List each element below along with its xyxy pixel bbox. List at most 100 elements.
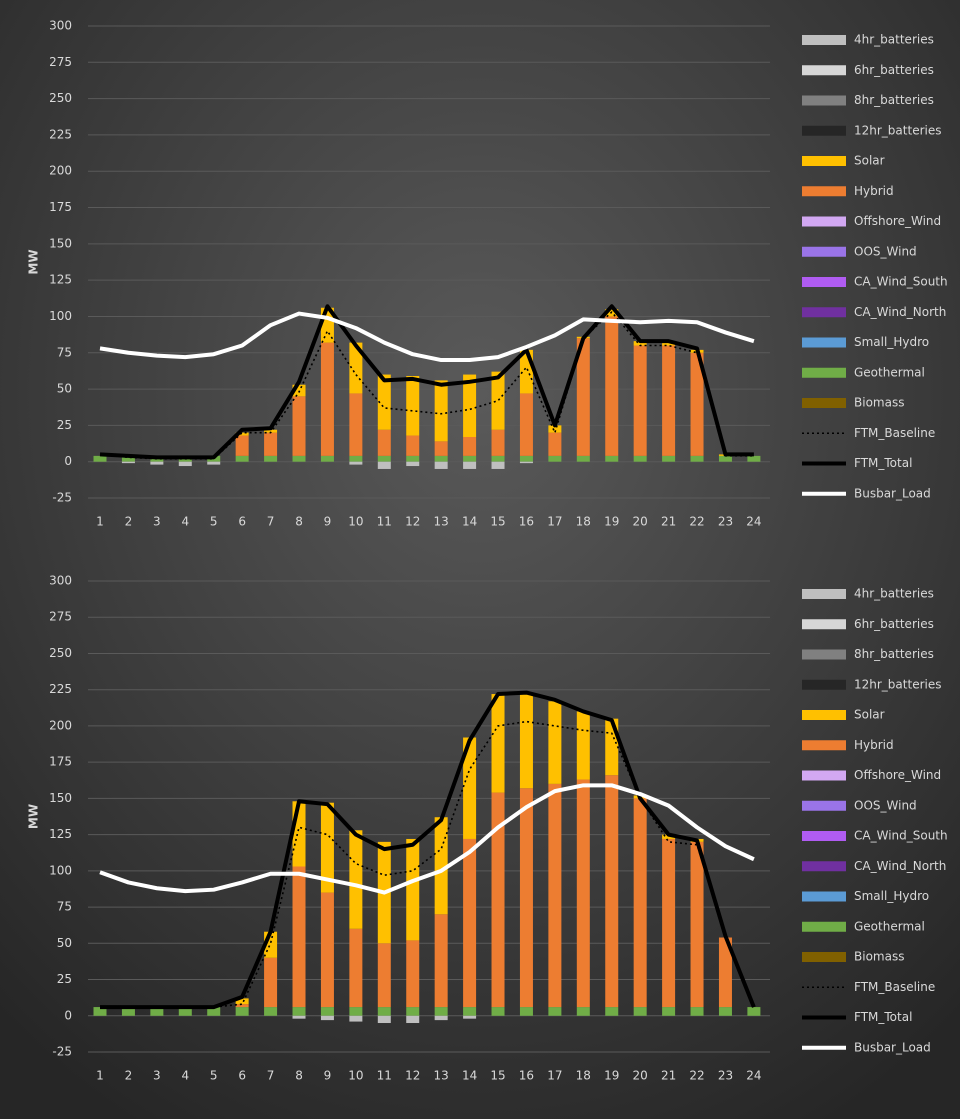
x-tick-label: 3 <box>153 1069 161 1083</box>
x-tick-label: 7 <box>267 1069 275 1083</box>
bar <box>207 1007 221 1016</box>
x-tick-label: 8 <box>295 515 303 529</box>
bar <box>320 802 334 893</box>
legend-label: 8hr_batteries <box>854 93 934 107</box>
x-tick-label: 5 <box>210 515 218 529</box>
bar <box>434 441 448 456</box>
bar <box>576 338 590 456</box>
legend-label: Offshore_Wind <box>854 214 941 228</box>
bar <box>320 1015 334 1021</box>
x-tick-label: 2 <box>125 515 133 529</box>
legend-label: Biomass <box>854 950 904 964</box>
x-tick-label: 14 <box>462 1069 477 1083</box>
y-axis-label: MW <box>27 249 41 274</box>
bar <box>406 1007 420 1016</box>
bar <box>349 1007 363 1016</box>
bar <box>690 841 704 1008</box>
bar <box>548 701 562 784</box>
bar <box>718 455 732 462</box>
x-tick-label: 8 <box>295 1069 303 1083</box>
legend-swatch <box>802 125 846 136</box>
legend-swatch <box>802 770 846 781</box>
legend-label: Busbar_Load <box>854 1040 931 1054</box>
bar <box>463 374 477 438</box>
x-tick-label: 19 <box>604 515 619 529</box>
legend-swatch <box>802 398 846 408</box>
x-tick-label: 24 <box>746 515 761 529</box>
legend-label: CA_Wind_North <box>854 305 946 319</box>
x-tick-label: 23 <box>718 515 733 529</box>
bar <box>349 342 363 394</box>
legend-label: Geothermal <box>854 365 925 379</box>
y-tick-label: 75 <box>57 900 72 914</box>
legend-swatch <box>802 710 846 720</box>
y-tick-label: 150 <box>49 791 72 805</box>
x-tick-label: 16 <box>519 515 534 529</box>
bar <box>662 834 676 839</box>
legend-label: Small_Hydro <box>854 335 929 349</box>
y-tick-label: -25 <box>52 491 72 505</box>
bar <box>548 455 562 462</box>
legend-swatch <box>802 921 846 932</box>
bar <box>463 737 477 839</box>
bar <box>434 914 448 1008</box>
y-tick-label: 100 <box>49 863 72 877</box>
x-tick-label: 7 <box>267 515 275 529</box>
bar <box>633 455 647 462</box>
x-tick-label: 21 <box>661 515 676 529</box>
legend-swatch <box>802 246 846 257</box>
legend-label: FTM_Baseline <box>854 426 935 440</box>
x-tick-label: 11 <box>377 1069 392 1083</box>
legend-swatch <box>802 35 846 45</box>
bar <box>519 692 533 789</box>
y-tick-label: 150 <box>49 236 72 250</box>
bar <box>235 998 249 1005</box>
legend-swatch <box>802 619 846 630</box>
bar <box>491 694 505 793</box>
bar <box>491 371 505 430</box>
bar <box>292 801 306 867</box>
bar <box>377 429 391 456</box>
bar <box>463 455 477 462</box>
bar <box>548 432 562 456</box>
bar <box>690 352 704 456</box>
legend-swatch <box>802 861 846 872</box>
bar <box>662 1007 676 1016</box>
bar <box>463 437 477 456</box>
y-tick-label: 250 <box>49 646 72 660</box>
x-tick-label: 12 <box>405 1069 420 1083</box>
legend-swatch <box>802 156 846 166</box>
bar <box>292 1007 306 1016</box>
legend-label: 8hr_batteries <box>854 647 934 661</box>
legend-label: FTM_Total <box>854 456 912 470</box>
y-tick-label: 300 <box>49 574 72 588</box>
legend-label: FTM_Total <box>854 1010 912 1024</box>
bar <box>519 393 533 456</box>
x-tick-label: 3 <box>153 515 161 529</box>
line-series <box>100 690 756 1010</box>
legend-label: 6hr_batteries <box>854 617 934 631</box>
legend-label: FTM_Baseline <box>854 980 935 994</box>
bar <box>519 455 533 462</box>
x-tick-label: 2 <box>125 1069 133 1083</box>
line-series <box>99 304 754 460</box>
bar <box>377 1007 391 1016</box>
line-series <box>99 311 755 363</box>
x-tick-label: 18 <box>576 1069 591 1083</box>
legend-swatch <box>802 95 846 106</box>
bar <box>93 455 107 462</box>
bar <box>548 783 562 1008</box>
bar <box>93 1007 107 1016</box>
bar <box>406 455 420 462</box>
bar <box>292 866 306 1008</box>
y-tick-label: 25 <box>57 418 72 432</box>
legend-label: Small_Hydro <box>854 889 929 903</box>
y-tick-label: 175 <box>49 755 72 769</box>
legend-label: 4hr_batteries <box>854 587 934 601</box>
legend-label: 6hr_batteries <box>854 63 934 77</box>
x-tick-label: 5 <box>210 1069 218 1083</box>
bar <box>292 396 306 456</box>
bar <box>576 1007 590 1016</box>
